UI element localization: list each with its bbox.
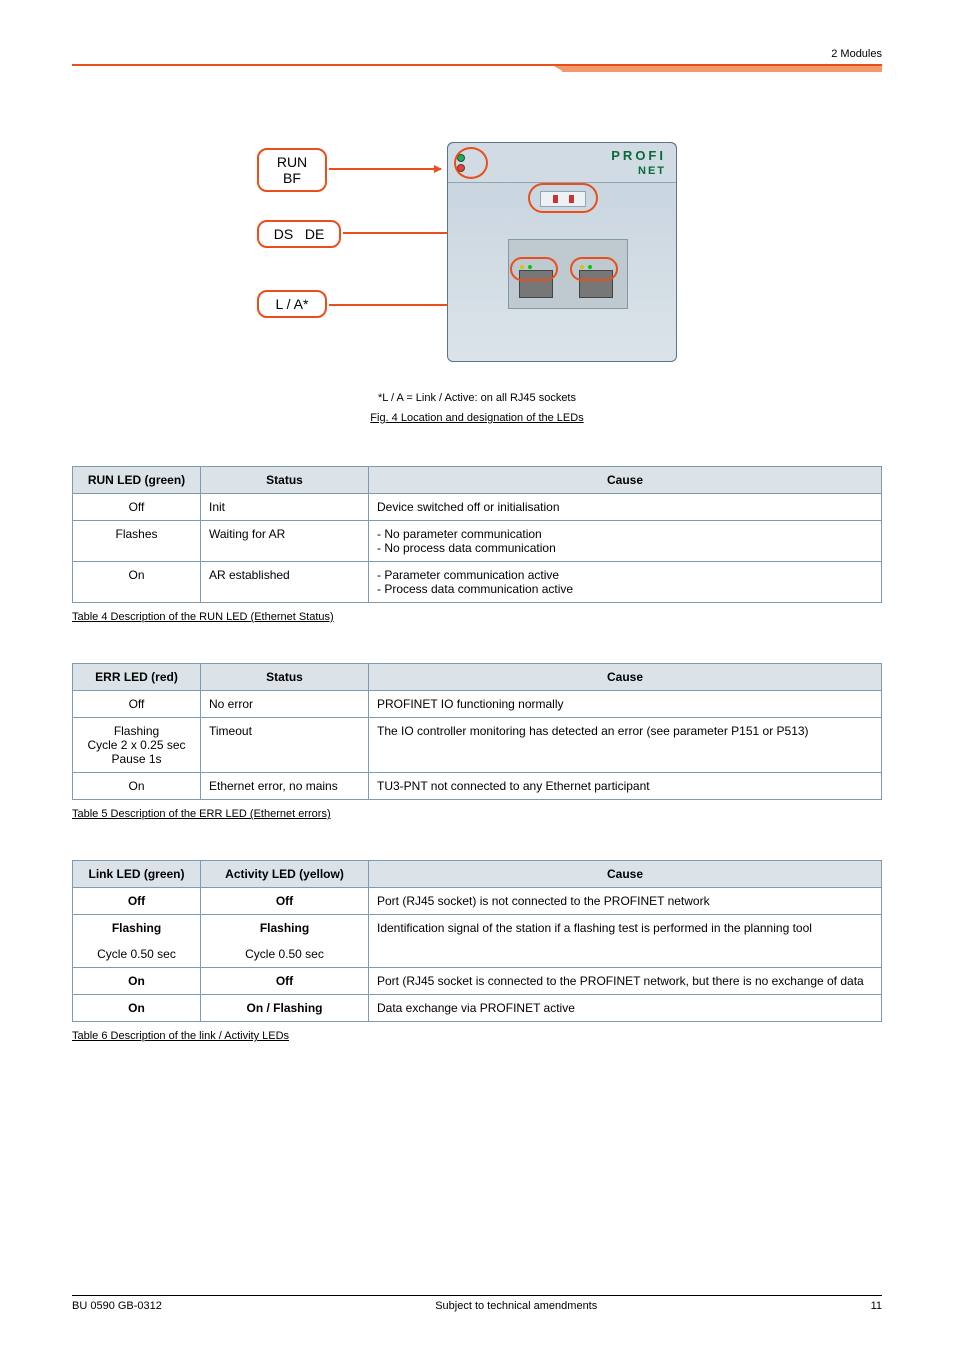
circle-ds [528,183,598,213]
page-footer: BU 0590 GB-0312 Subject to technical ame… [72,1295,882,1312]
table-6-caption: Table 6 Description of the link / Activi… [72,1030,882,1042]
t5-r0-led: Off [73,691,201,718]
t4-r2-status: AR established [201,562,369,603]
t6-h3: Cause [369,861,882,888]
t6-h1: Link LED (green) [73,861,201,888]
t5-r2-led: On [73,773,201,800]
t6-r3-act: Off [201,968,369,995]
t4-h1: RUN LED (green) [73,467,201,494]
t6-r4-cause: Data exchange via PROFINET active [369,995,882,1022]
t6-r2-act: Cycle 0.50 sec [201,941,369,968]
table-5: ERR LED (red) Status Cause Off No error … [72,663,882,800]
footer-left: BU 0590 GB-0312 [72,1300,162,1312]
t6-r4-link: On [73,995,201,1022]
t4-r1-led: Flashes [73,521,201,562]
table-row: Flashing Cycle 2 x 0.25 sec Pause 1s Tim… [73,718,882,773]
t6-r0-cause: Port (RJ45 socket) is not connected to t… [369,888,882,915]
t4-r2-led: On [73,562,201,603]
logo-line-1: PROFI [611,148,666,163]
figure-caption: Fig. 4 Location and designation of the L… [72,412,882,424]
t5-r1-cause: The IO controller monitoring has detecte… [369,718,882,773]
footer-center: Subject to technical amendments [435,1300,597,1312]
label-ds-de: DS DE [257,220,341,248]
label-la-text: L / A* [276,296,309,312]
t4-r2-cause: - Parameter communication active - Proce… [369,562,882,603]
arrow-run [329,168,441,170]
t6-r1-link: Flashing [73,915,201,942]
t6-r3-cause: Port (RJ45 socket is connected to the PR… [369,968,882,995]
table-row: Flashing Flashing Identification signal … [73,915,882,942]
circle-la-1 [510,257,558,281]
t6-r1-cause: Identification signal of the station if … [369,915,882,968]
t5-r2-status: Ethernet error, no mains [201,773,369,800]
t5-r0-cause: PROFINET IO functioning normally [369,691,882,718]
t5-r2-cause: TU3-PNT not connected to any Ethernet pa… [369,773,882,800]
figure-note: *L / A = Link / Active: on all RJ45 sock… [72,392,882,404]
logo-line-2: NET [638,165,666,177]
label-run: RUN [269,154,315,170]
table-4: RUN LED (green) Status Cause Off Init De… [72,466,882,603]
table-row: On Ethernet error, no mains TU3-PNT not … [73,773,882,800]
t4-r1-status: Waiting for AR [201,521,369,562]
t6-r4-act: On / Flashing [201,995,369,1022]
t4-h2: Status [201,467,369,494]
header-rule [72,64,882,72]
t4-r0-status: Init [201,494,369,521]
t6-h2: Activity LED (yellow) [201,861,369,888]
t6-r2-link: Cycle 0.50 sec [73,941,201,968]
figure-4: RUN BF DS DE L / A* PROFI [72,142,882,382]
label-la: L / A* [257,290,327,318]
table-row: Off Init Device switched off or initiali… [73,494,882,521]
t5-h3: Cause [369,664,882,691]
t5-h2: Status [201,664,369,691]
t6-r0-act: Off [201,888,369,915]
table-row: On On / Flashing Data exchange via PROFI… [73,995,882,1022]
t6-r1-act: Flashing [201,915,369,942]
header-breadcrumb: 2 Modules [72,48,882,60]
t5-r1-status: Timeout [201,718,369,773]
table-row: Flashes Waiting for AR - No parameter co… [73,521,882,562]
t6-r3-link: On [73,968,201,995]
label-run-bf: RUN BF [257,148,327,192]
t5-h1: ERR LED (red) [73,664,201,691]
t4-r0-cause: Device switched off or initialisation [369,494,882,521]
t4-r0-led: Off [73,494,201,521]
t6-r0-link: Off [73,888,201,915]
table-row: On AR established - Parameter communicat… [73,562,882,603]
table-4-caption: Table 4 Description of the RUN LED (Ethe… [72,611,882,623]
label-ds: DS [274,226,293,242]
footer-right: 11 [871,1300,882,1312]
table-row: Off Off Port (RJ45 socket) is not connec… [73,888,882,915]
table-row: Off No error PROFINET IO functioning nor… [73,691,882,718]
label-bf: BF [269,170,315,186]
t4-h3: Cause [369,467,882,494]
table-5-caption: Table 5 Description of the ERR LED (Ethe… [72,808,882,820]
t4-r1-cause: - No parameter communication - No proces… [369,521,882,562]
table-row: On Off Port (RJ45 socket is connected to… [73,968,882,995]
t5-r1-led: Flashing Cycle 2 x 0.25 sec Pause 1s [73,718,201,773]
profinet-logo: PROFI NET [611,148,666,177]
label-de: DE [305,226,324,242]
device-illustration: PROFI NET [447,142,677,362]
circle-la-2 [570,257,618,281]
t5-r0-status: No error [201,691,369,718]
table-6: Link LED (green) Activity LED (yellow) C… [72,860,882,1022]
circle-run [454,147,488,179]
